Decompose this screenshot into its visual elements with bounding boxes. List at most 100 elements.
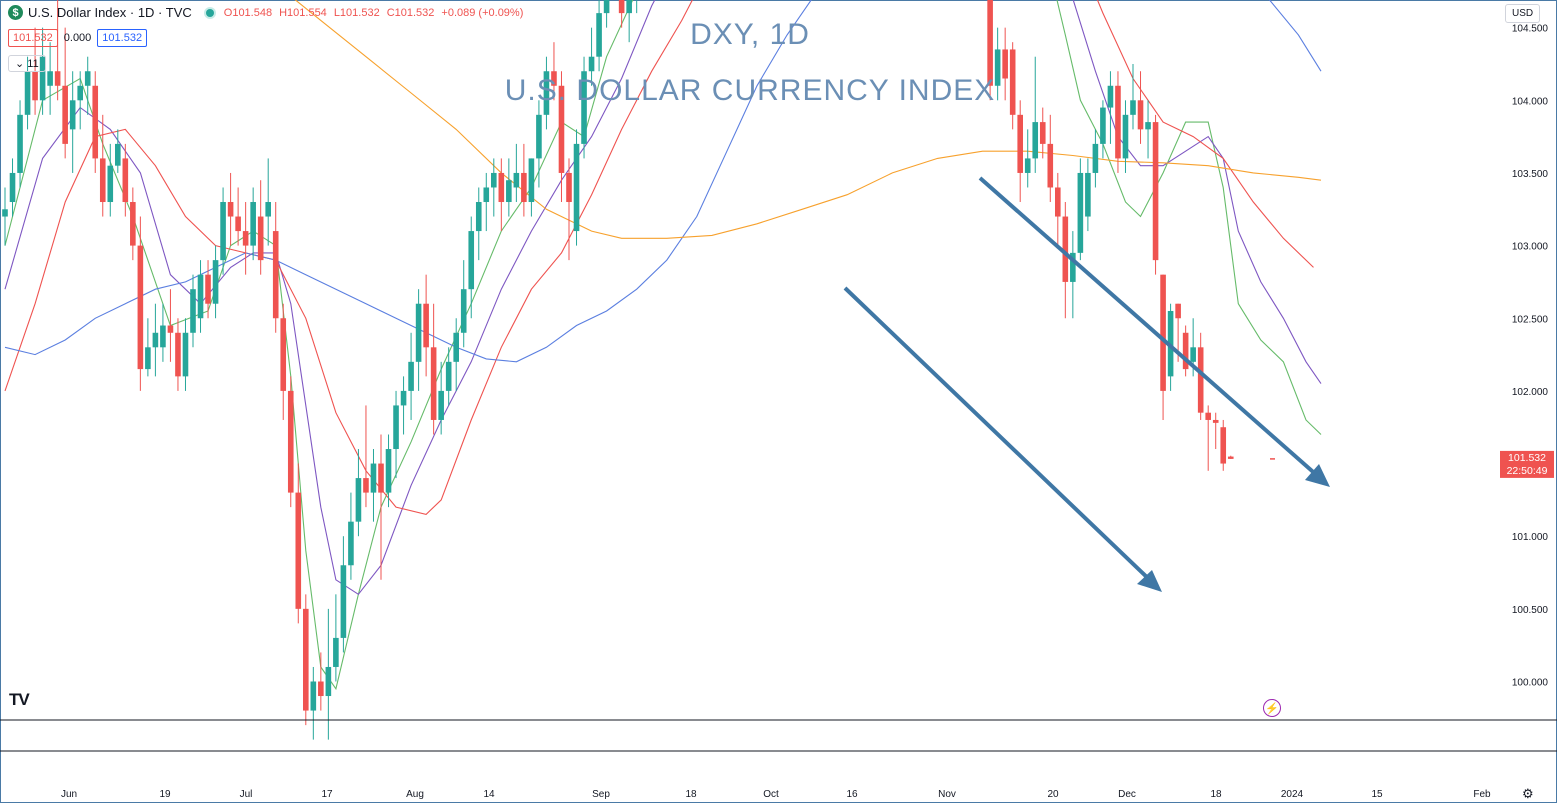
candle-body <box>24 71 31 115</box>
candle <box>491 158 497 217</box>
gear-icon[interactable]: ⚙ <box>1522 786 1534 801</box>
candle-body <box>1227 456 1234 459</box>
candle <box>1024 129 1031 188</box>
time-axis[interactable]: Jun 19 Jul 17 Aug 14 Sep 18 Oct 16 Nov 20 Dec 18 2024 1… <box>61 789 1491 800</box>
candle <box>175 318 181 391</box>
price-tick-label: 104.000 <box>1512 96 1549 107</box>
candle-body <box>1212 419 1219 423</box>
candle <box>1130 63 1136 130</box>
candle <box>130 187 136 261</box>
candle-body <box>1055 187 1061 217</box>
moving-average-line-1 <box>4 0 1322 691</box>
candle-body <box>39 56 46 101</box>
candle-body <box>1145 122 1151 130</box>
bolt-icon[interactable]: ⚡ <box>1263 699 1281 717</box>
candle-body <box>491 172 497 188</box>
candle <box>340 536 347 653</box>
time-tick-label: Sep <box>592 789 610 800</box>
candle-body <box>1152 122 1159 261</box>
time-tick-label: 17 <box>321 789 333 800</box>
price-tick-label: 104.500 <box>1512 24 1549 35</box>
candle-body <box>1197 347 1204 413</box>
price-tick-label: 100.000 <box>1512 678 1549 689</box>
buy-price-button[interactable]: 101.532 <box>97 29 148 47</box>
candle <box>92 71 99 173</box>
candle-body <box>626 0 632 14</box>
time-tick-label: 19 <box>159 789 171 800</box>
candle <box>1137 71 1144 144</box>
candle <box>333 594 339 682</box>
trend-arrow-lower[interactable] <box>843 286 1155 585</box>
candle <box>408 332 414 420</box>
candle-body <box>17 114 23 173</box>
candle-body <box>212 260 219 304</box>
price-tick-label: 103.000 <box>1512 242 1549 253</box>
candle-body <box>573 143 580 232</box>
candle-body <box>167 325 174 333</box>
candle-body <box>1220 427 1227 464</box>
candle <box>1092 129 1099 188</box>
candle <box>1100 100 1106 159</box>
candle <box>423 274 429 377</box>
candle-body <box>348 521 354 566</box>
candle-body <box>1077 172 1084 253</box>
candle <box>205 260 211 319</box>
candle-body <box>408 361 414 391</box>
candle <box>1017 100 1023 203</box>
candlesticks <box>2 0 1234 740</box>
candle <box>355 449 362 537</box>
sell-price-button[interactable]: 101.532 <box>8 29 58 47</box>
candle-body <box>423 303 429 348</box>
indicators-toggle-button[interactable]: ⌄ 11 <box>8 55 46 72</box>
candle <box>370 449 377 522</box>
candle-body <box>310 681 317 711</box>
symbol-header: $ U.S. Dollar Index · 1D · TVC O101.548 … <box>8 5 523 20</box>
candle <box>280 303 287 420</box>
candle-body <box>400 390 407 406</box>
candle-body <box>1122 114 1129 159</box>
candle-body <box>197 274 204 319</box>
candle <box>566 158 572 261</box>
candle <box>182 318 189 391</box>
candle-body <box>303 608 309 711</box>
candle-body <box>32 71 38 101</box>
candle-body <box>521 172 527 203</box>
tradingview-logo-icon[interactable]: TV <box>9 690 30 709</box>
candle <box>212 245 219 319</box>
time-tick-label: 20 <box>1047 789 1059 800</box>
candle-body <box>551 71 557 86</box>
candle-body <box>994 49 1001 86</box>
candle <box>99 114 106 217</box>
chart-annotation-subtitle: U.S. DOLLAR CURRENCY INDEX <box>504 74 996 107</box>
trend-arrow-upper[interactable] <box>978 176 1322 480</box>
candle <box>1032 56 1039 173</box>
candle-body <box>355 478 362 522</box>
candle <box>475 187 482 261</box>
candle-body <box>385 449 392 493</box>
candle <box>378 434 384 580</box>
candle-body <box>107 165 114 203</box>
candle-body <box>1182 332 1189 370</box>
symbol-title[interactable]: U.S. Dollar Index · 1D · TVC <box>28 5 192 20</box>
candle <box>54 0 61 101</box>
candle <box>1197 332 1204 420</box>
price-tick-label: 102.500 <box>1512 314 1549 325</box>
currency-select[interactable]: USD <box>1505 4 1541 23</box>
candle-body <box>54 71 61 86</box>
last-price-countdown: 22:50:49 <box>1507 465 1548 477</box>
candle <box>1227 455 1234 459</box>
time-tick-label: 18 <box>685 789 697 800</box>
candle <box>596 0 602 72</box>
ohlc-close: C101.532 <box>386 6 435 19</box>
time-tick-label: Aug <box>406 789 424 800</box>
candle-body <box>272 231 279 319</box>
candle <box>77 71 83 130</box>
candle-body <box>1017 114 1023 173</box>
candle-body <box>1024 158 1031 173</box>
candle <box>1152 114 1159 275</box>
candle <box>167 289 174 362</box>
candle <box>1122 100 1129 173</box>
candle <box>551 42 557 101</box>
price-axis[interactable]: 100.000100.500101.000101.500102.000102.5… <box>1512 24 1549 689</box>
